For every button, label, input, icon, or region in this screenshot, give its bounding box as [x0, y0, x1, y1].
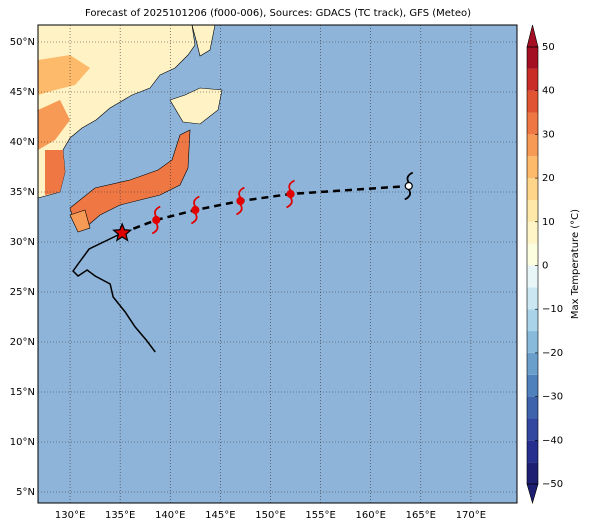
x-tick-label: 165°E	[406, 510, 436, 521]
colorbar-tick-label: −10	[542, 304, 563, 315]
x-tick-label: 150°E	[255, 510, 285, 521]
x-tick-label: 145°E	[205, 510, 235, 521]
colorbar-tick-label: −40	[542, 435, 563, 446]
x-tick-label: 155°E	[305, 510, 335, 521]
colorbar-band	[527, 68, 538, 91]
storm-arm	[235, 204, 243, 216]
storm-arm	[406, 171, 414, 183]
track	[72, 171, 414, 353]
colorbar-band	[527, 374, 538, 397]
storm-arm	[238, 186, 245, 198]
y-tick-label: 10°N	[10, 437, 35, 448]
past-track	[72, 232, 156, 353]
storm-symbol	[151, 205, 161, 235]
colorbar-label: Max Temperature (°C)	[570, 209, 581, 319]
storm-eye	[191, 205, 200, 215]
storm-arm	[286, 197, 293, 209]
colorbar-band	[527, 243, 538, 266]
y-tick-label: 30°N	[10, 237, 35, 248]
storm-arm	[404, 189, 411, 201]
storm-symbol	[190, 195, 200, 225]
x-tick-label: 140°E	[155, 510, 185, 521]
colorbar-band	[527, 47, 538, 69]
storm-symbol	[404, 171, 414, 201]
colorbar-band	[527, 156, 538, 179]
colorbar-band	[527, 287, 538, 310]
storm-eye	[152, 215, 161, 225]
grid	[38, 25, 517, 503]
y-tick-label: 20°N	[10, 337, 35, 348]
colorbar-band	[527, 331, 538, 353]
colorbar-tick-label: 40	[542, 86, 555, 97]
colorbar-band	[527, 199, 538, 222]
colorbar-band	[527, 462, 538, 484]
colorbar-band	[527, 396, 538, 419]
y-tick-label: 5°N	[16, 487, 35, 498]
storm-arm	[288, 179, 295, 191]
colorbar-tick-label: 20	[542, 173, 555, 184]
storm-eye	[404, 181, 413, 191]
forecast-track	[121, 184, 409, 235]
x-tick-label: 160°E	[355, 510, 385, 521]
x-tick-label: 130°E	[55, 510, 85, 521]
colorbar: −50 −40 −30 −20 −10 0 10 20 30 40 50	[526, 24, 563, 505]
colorbar-tick-label: −20	[542, 348, 563, 359]
storm-eye	[236, 196, 245, 206]
colorbar-tick-label: −50	[542, 479, 563, 490]
colorbar-band	[527, 440, 538, 463]
colorbar-band	[527, 352, 538, 375]
colorbar-band	[527, 221, 538, 244]
colorbar-band	[527, 134, 538, 157]
x-tick-label: 170°E	[456, 510, 486, 521]
y-tick-label: 45°N	[10, 87, 35, 98]
storm-symbol	[235, 186, 245, 216]
colorbar-band	[527, 418, 538, 441]
storm-arm	[190, 213, 198, 225]
land	[37, 24, 223, 233]
storm-arm	[151, 223, 159, 235]
colorbar-tick-label: −30	[542, 392, 563, 403]
colorbar-tick-label: 30	[542, 129, 555, 140]
storm-eye	[286, 189, 295, 199]
colorbar-band	[527, 90, 538, 113]
current-position	[112, 222, 133, 242]
storm-symbol	[286, 179, 295, 209]
y-tick-label: 50°N	[10, 37, 35, 48]
colorbar-tick-label: 0	[542, 261, 548, 272]
colorbar-band	[527, 309, 538, 332]
storm-arm	[193, 195, 200, 207]
colorbar-band	[527, 178, 538, 200]
ocean	[38, 25, 517, 503]
y-tick-label: 15°N	[10, 387, 35, 398]
colorbar-tick-label: 10	[542, 217, 555, 228]
colorbar-band	[527, 265, 538, 288]
x-tick-label: 135°E	[105, 510, 135, 521]
y-tick-label: 25°N	[10, 287, 35, 298]
colorbar-extend	[526, 483, 539, 505]
colorbar-band	[527, 112, 538, 135]
map-frame	[37, 24, 518, 504]
colorbar-tick-label: 50	[542, 42, 555, 53]
y-tick-label: 35°N	[10, 187, 35, 198]
y-tick-label: 40°N	[10, 137, 35, 148]
storm-arm	[154, 205, 161, 217]
map-title: Forecast of 2025101206 (f000-006), Sourc…	[85, 8, 471, 19]
colorbar-extend	[526, 24, 539, 48]
